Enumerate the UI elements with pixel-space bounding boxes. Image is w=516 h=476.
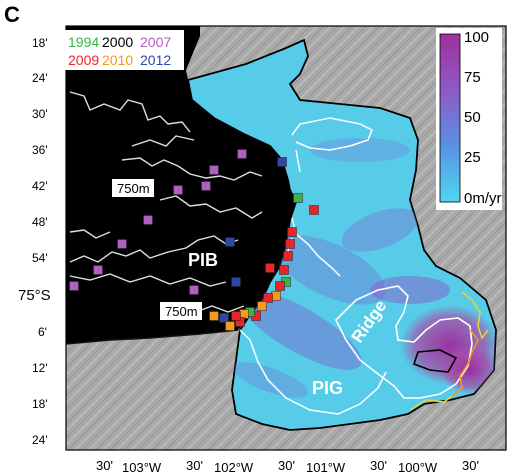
contour-label-box [112, 179, 154, 197]
lon-label: 30' [96, 458, 113, 473]
lat-label: 48' [32, 215, 48, 229]
grounding-line-marker [239, 309, 249, 319]
lon-label: 30' [186, 458, 203, 473]
bathymetry-contour [69, 229, 111, 239]
contour-label-box [160, 302, 202, 320]
ocean-marker [209, 165, 219, 175]
ocean-marker [143, 215, 153, 225]
ridge-outline [412, 349, 458, 373]
grounding-line-marker [275, 281, 285, 291]
bathymetry-contour [131, 135, 195, 147]
lon-label: 101°W [306, 460, 346, 475]
legend-year-2010: 2010 [102, 52, 133, 68]
lat-label: 54' [32, 251, 48, 265]
bathymetry-contour [69, 235, 239, 263]
colorbar-tick: 75 [464, 69, 481, 86]
ocean-marker [231, 277, 241, 287]
ocean-marker [237, 149, 247, 159]
bathymetry-contour [69, 91, 191, 133]
grounding-line-marker [263, 293, 273, 303]
colorbar [439, 33, 461, 203]
ocean-marker [117, 239, 127, 249]
lon-label: 102°W [214, 460, 254, 475]
ocean-marker [225, 237, 235, 247]
grounding-line-marker [309, 205, 319, 215]
lat-label: 18' [32, 397, 48, 411]
grounding-line-orange [451, 329, 479, 397]
lat-label: 36' [32, 143, 48, 157]
grounding-line-yellow [409, 395, 453, 411]
contour-line [291, 117, 373, 151]
lon-label: 100°W [398, 460, 438, 475]
contour-label-750m: 750m [165, 304, 198, 319]
colorbar-tick: 50 [464, 109, 481, 126]
grounding-line-marker [219, 313, 229, 323]
ocean-marker [201, 181, 211, 191]
bathymetry-contour [69, 273, 227, 287]
grounding-line-marker [279, 265, 289, 275]
ocean-marker [93, 265, 103, 275]
contour-label-750m: 750m [117, 181, 150, 196]
bathymetry-contour [121, 157, 263, 181]
legend-year-1994: 1994 [68, 34, 99, 50]
contour-line [239, 329, 387, 415]
bathymetry-contour [195, 305, 245, 313]
map-frame [65, 25, 507, 451]
legend-box [64, 30, 184, 70]
grounding-line-marker [265, 263, 275, 273]
grounding-line-marker [271, 291, 281, 301]
coastline [66, 329, 239, 345]
contour-line [295, 149, 301, 173]
bathymetry-contour [159, 195, 263, 219]
grounding-line-marker [293, 193, 303, 203]
ocean-marker [277, 157, 287, 167]
lat-label: 24' [32, 433, 48, 447]
lon-label: 30' [462, 458, 479, 473]
grounding-line-marker [225, 321, 235, 331]
lon-label: 30' [370, 458, 387, 473]
colorbar-tick: 0m/yr [464, 190, 502, 207]
region-label-pig: PIG [312, 378, 343, 398]
ocean-marker [69, 281, 79, 291]
grounding-line-marker [285, 239, 295, 249]
lat-label: 42' [32, 179, 48, 193]
legend-year-2007: 2007 [140, 34, 171, 50]
ocean-marker [173, 185, 183, 195]
lat-label: 24' [32, 71, 48, 85]
lat-label: 30' [32, 107, 48, 121]
grounding-line-marker [287, 227, 297, 237]
legend-year-2009: 2009 [68, 52, 99, 68]
grounding-line-markers [209, 193, 319, 331]
contour-line [335, 285, 473, 399]
legend-year-2000: 2000 [102, 34, 133, 50]
lat-label: 75°S [18, 287, 51, 304]
lon-label: 30' [278, 458, 295, 473]
year-legend: 1994 2000 2007 2009 2010 2012 [68, 34, 171, 68]
ocean-markers [69, 149, 287, 295]
lat-label: 12' [32, 361, 48, 375]
lat-label: 18' [32, 36, 48, 50]
grounding-line-yellow [461, 291, 489, 340]
grounding-line-marker [231, 311, 241, 321]
legend-year-2012: 2012 [140, 52, 171, 68]
ocean-marker [189, 285, 199, 295]
grounding-line-marker [257, 301, 267, 311]
panel-label: C [4, 2, 20, 27]
colorbar-tick: 25 [464, 149, 481, 166]
grounding-line-marker [209, 311, 219, 321]
lon-label: 103°W [122, 460, 162, 475]
colorbar-tick: 100 [464, 29, 489, 46]
lat-label: 6' [38, 325, 47, 339]
region-label-pib: PIB [188, 250, 218, 270]
grounding-line-marker [283, 251, 293, 261]
